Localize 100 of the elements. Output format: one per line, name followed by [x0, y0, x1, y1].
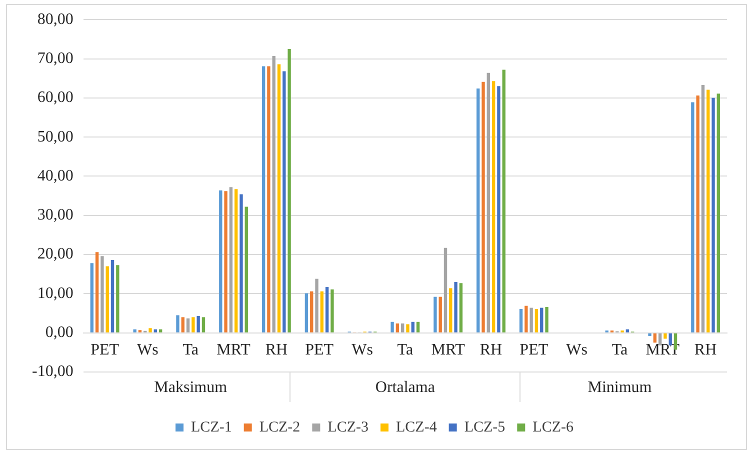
bar [476, 88, 480, 332]
y-tick-label: 70,00 [37, 50, 74, 67]
x-tick-label: PET [520, 342, 548, 359]
bar [304, 293, 308, 332]
bar [400, 323, 404, 332]
bar [545, 307, 548, 332]
legend-label: LCZ-5 [464, 419, 506, 436]
y-tick-label: -10,00 [32, 363, 74, 380]
x-tick-label: Ta [397, 342, 414, 359]
bar [668, 333, 672, 346]
bar [133, 329, 136, 332]
bar [325, 287, 329, 332]
y-tick-label: 10,00 [37, 284, 74, 302]
bar [454, 282, 458, 332]
bar [648, 333, 652, 336]
x-tick-label: PET [305, 342, 334, 359]
bar [288, 48, 291, 332]
bar [497, 86, 500, 332]
bar [486, 72, 490, 332]
y-tick-label: 60,00 [37, 89, 74, 106]
bar [653, 333, 657, 343]
bar [229, 187, 233, 332]
bar [492, 81, 496, 332]
bar [196, 316, 200, 332]
x-tick-label: MRT [216, 342, 251, 359]
bar [176, 315, 180, 332]
bar [277, 64, 281, 332]
x-tick-label: RH [265, 342, 288, 359]
x-tick-label: PET [90, 342, 120, 359]
text: Minimum [588, 379, 652, 396]
legend-label: LCZ-6 [532, 419, 574, 436]
bar [158, 329, 162, 332]
bar [449, 288, 452, 332]
bar [438, 296, 442, 332]
y-tick-label: 0,00 [45, 324, 74, 342]
bar [186, 318, 190, 332]
bar [192, 317, 195, 332]
bar [712, 98, 715, 332]
bar [240, 194, 243, 332]
bar [696, 96, 700, 332]
bar [716, 94, 720, 332]
bar [444, 248, 448, 332]
bar [90, 263, 94, 332]
legend-label: LCZ-3 [328, 419, 369, 436]
bar [664, 333, 667, 339]
x-tick-label: RH [694, 342, 718, 359]
legend-label: LCZ-1 [191, 419, 232, 436]
bar [626, 329, 630, 332]
bar [320, 291, 324, 332]
bar [416, 322, 420, 332]
bar [691, 102, 694, 332]
bar [100, 256, 104, 332]
bar [706, 90, 710, 332]
bar [95, 252, 99, 332]
bar [224, 191, 228, 332]
bar [219, 190, 222, 332]
bar [310, 291, 314, 332]
bar [459, 283, 463, 332]
x-tick-label: Ws [137, 342, 158, 359]
bar [540, 308, 544, 332]
bar [106, 266, 109, 332]
bar [262, 66, 266, 332]
bar [148, 328, 152, 332]
text: Ortalama [375, 379, 435, 396]
bar [154, 329, 158, 332]
bar [116, 265, 120, 332]
bar [272, 56, 276, 332]
x-tick-label: RH [480, 342, 503, 359]
y-tick-label: 80,00 [37, 10, 74, 28]
legend-label: LCZ-4 [396, 419, 438, 436]
bar [701, 84, 705, 332]
y-tick-label: 40,00 [37, 167, 74, 184]
bar [330, 289, 334, 332]
bar [411, 322, 414, 332]
y-tick-label: 30,00 [37, 206, 74, 224]
y-tick-label: 50,00 [37, 128, 74, 146]
bar [315, 278, 318, 332]
bar [267, 66, 270, 332]
bar [244, 206, 248, 332]
bar [519, 308, 523, 332]
bar [524, 306, 528, 332]
x-tick-label: Ta [612, 342, 628, 359]
bar [658, 333, 662, 346]
x-tick-label: MRT [431, 342, 466, 359]
bar [434, 296, 437, 332]
bar [202, 317, 206, 332]
text: Maksimum [154, 379, 228, 396]
x-tick-label: Ws [352, 342, 373, 359]
bar [482, 82, 485, 332]
legend-label: LCZ-2 [259, 419, 300, 436]
bar [534, 308, 538, 332]
y-tick-label: 20,00 [37, 246, 74, 263]
bar [390, 322, 394, 332]
x-tick-label: Ws [566, 342, 588, 359]
bar [181, 317, 184, 332]
bar [234, 189, 238, 332]
bar [530, 308, 533, 332]
bar [110, 260, 114, 332]
bar [396, 323, 400, 332]
bar [406, 324, 410, 332]
